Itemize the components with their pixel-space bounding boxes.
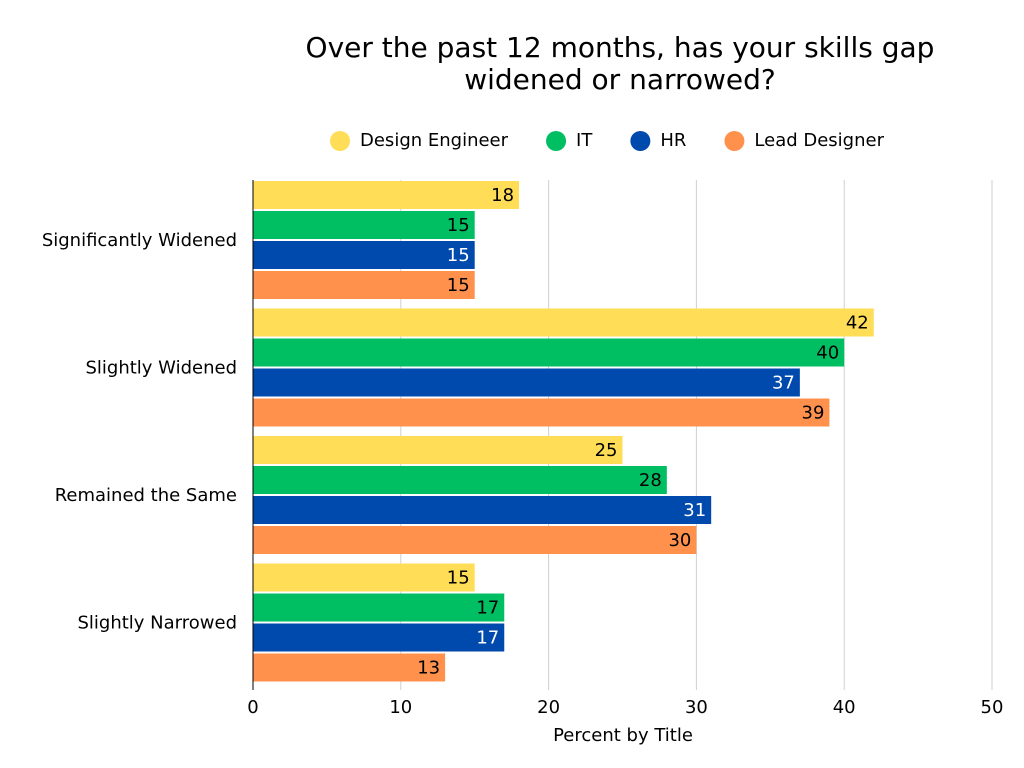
value-label: 15 bbox=[447, 568, 470, 589]
value-label: 15 bbox=[447, 275, 470, 296]
bar bbox=[253, 593, 505, 622]
bar bbox=[253, 623, 505, 652]
bar bbox=[253, 466, 667, 494]
bar bbox=[253, 241, 475, 269]
bar bbox=[253, 271, 475, 299]
y-tick-label: Slightly Widened bbox=[85, 358, 237, 379]
legend-marker bbox=[630, 131, 651, 151]
legend-marker bbox=[546, 131, 567, 151]
legend-label: IT bbox=[576, 130, 593, 151]
value-label: 39 bbox=[802, 403, 825, 424]
bar bbox=[253, 211, 475, 239]
value-label: 28 bbox=[639, 470, 662, 491]
x-axis-label: Percent by Title bbox=[553, 725, 693, 746]
chart-title: Over the past 12 months, has your skills… bbox=[305, 31, 935, 96]
y-tick-label: Significantly Widened bbox=[42, 230, 237, 251]
legend-marker bbox=[330, 131, 350, 151]
bar bbox=[253, 338, 845, 367]
value-label: 25 bbox=[595, 440, 618, 461]
x-tick-label: 10 bbox=[389, 697, 412, 718]
bar bbox=[253, 653, 446, 682]
value-label: 13 bbox=[417, 658, 440, 679]
legend-label: Design Engineer bbox=[360, 130, 509, 151]
x-tick-label: 0 bbox=[247, 697, 258, 718]
legend-label: Lead Designer bbox=[754, 130, 884, 151]
bar bbox=[253, 308, 874, 337]
value-label: 15 bbox=[447, 245, 470, 266]
bar bbox=[253, 398, 830, 427]
x-tick-label: 20 bbox=[537, 697, 560, 718]
bar bbox=[253, 436, 623, 464]
bar bbox=[253, 496, 712, 524]
bar bbox=[253, 181, 520, 209]
legend-label: HR bbox=[660, 130, 686, 151]
value-label: 15 bbox=[447, 215, 470, 236]
x-tick-label: 50 bbox=[981, 697, 1004, 718]
value-label: 17 bbox=[476, 628, 499, 649]
value-label: 18 bbox=[491, 185, 514, 206]
value-label: 31 bbox=[683, 500, 706, 521]
x-tick-label: 40 bbox=[833, 697, 856, 718]
bar bbox=[253, 563, 475, 592]
bar bbox=[253, 526, 697, 554]
value-label: 37 bbox=[772, 373, 795, 394]
value-label: 42 bbox=[846, 313, 869, 334]
bar bbox=[253, 368, 800, 397]
y-tick-label: Slightly Narrowed bbox=[77, 613, 237, 634]
value-label: 40 bbox=[816, 343, 839, 364]
legend-marker bbox=[724, 131, 745, 151]
value-label: 17 bbox=[476, 598, 499, 619]
y-tick-label: Remained the Same bbox=[55, 485, 237, 506]
value-label: 30 bbox=[668, 530, 691, 551]
x-tick-label: 30 bbox=[685, 697, 708, 718]
